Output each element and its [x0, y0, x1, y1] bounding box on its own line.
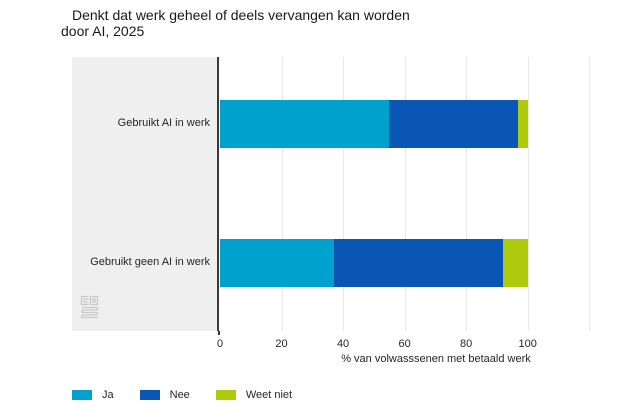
x-tick-label-20: 20: [275, 338, 288, 350]
chart-title: Denkt dat werk geheel of deels vervangen…: [61, 7, 410, 39]
bar-segment-gebruikt-geen-ai-in-werk-nee[interactable]: [333, 239, 504, 287]
legend-label-ja: Ja: [102, 389, 114, 401]
legend-item-nee[interactable]: Nee: [139, 389, 190, 401]
bar-segment-gebruikt-ai-in-werk-weet-niet[interactable]: [518, 100, 528, 148]
x-tick-label-100: 100: [518, 338, 537, 350]
y-axis-line: [217, 57, 219, 331]
x-tick-label-60: 60: [398, 338, 411, 350]
legend-item-ja[interactable]: Ja: [72, 389, 114, 401]
gridline-60: [404, 57, 406, 331]
legend-item-weet-niet[interactable]: Weet niet: [215, 389, 293, 401]
chart-title-line1: Denkt dat werk geheel of deels vervangen…: [72, 7, 410, 23]
bar-segment-gebruikt-geen-ai-in-werk-ja[interactable]: [220, 239, 334, 287]
gridline-40: [343, 57, 345, 331]
gridline-120: [589, 57, 591, 331]
legend-swatch-ja: [72, 390, 92, 400]
plot-area: [220, 57, 620, 331]
bar-segment-gebruikt-ai-in-werk-nee[interactable]: [389, 100, 519, 148]
x-tick-label-0: 0: [216, 338, 224, 350]
bar-segment-gebruikt-geen-ai-in-werk-weet-niet[interactable]: [503, 239, 528, 287]
gridline-100: [527, 57, 529, 331]
legend-label-weet-niet: Weet niet: [245, 389, 293, 401]
cbs-logo-icon: [80, 295, 99, 319]
category-label-gebruikt-geen-ai-in-werk: Gebruikt geen AI in werk: [90, 256, 210, 268]
bar-gebruikt-geen-ai-in-werk: [220, 239, 620, 287]
bar-segment-gebruikt-ai-in-werk-ja[interactable]: [220, 100, 390, 148]
gridline-80: [466, 57, 468, 331]
legend: Ja Nee Weet niet: [72, 389, 292, 401]
x-axis-label: % van volwasssenen met betaald werk: [341, 353, 531, 365]
x-tick-label-80: 80: [460, 338, 473, 350]
category-panel: Gebruikt AI in werk Gebruikt geen AI in w…: [72, 57, 218, 331]
legend-label-nee: Nee: [169, 389, 190, 401]
x-tick-label-40: 40: [336, 338, 350, 350]
zero-tick-mark: [218, 331, 220, 335]
legend-swatch-weet-niet: [215, 390, 236, 400]
bar-gebruikt-ai-in-werk: [220, 100, 620, 148]
gridline-20: [281, 57, 283, 331]
legend-swatch-nee: [139, 390, 160, 400]
chart-title-line2: door AI, 2025: [61, 23, 145, 39]
category-label-gebruikt-ai-in-werk: Gebruikt AI in werk: [117, 117, 210, 129]
